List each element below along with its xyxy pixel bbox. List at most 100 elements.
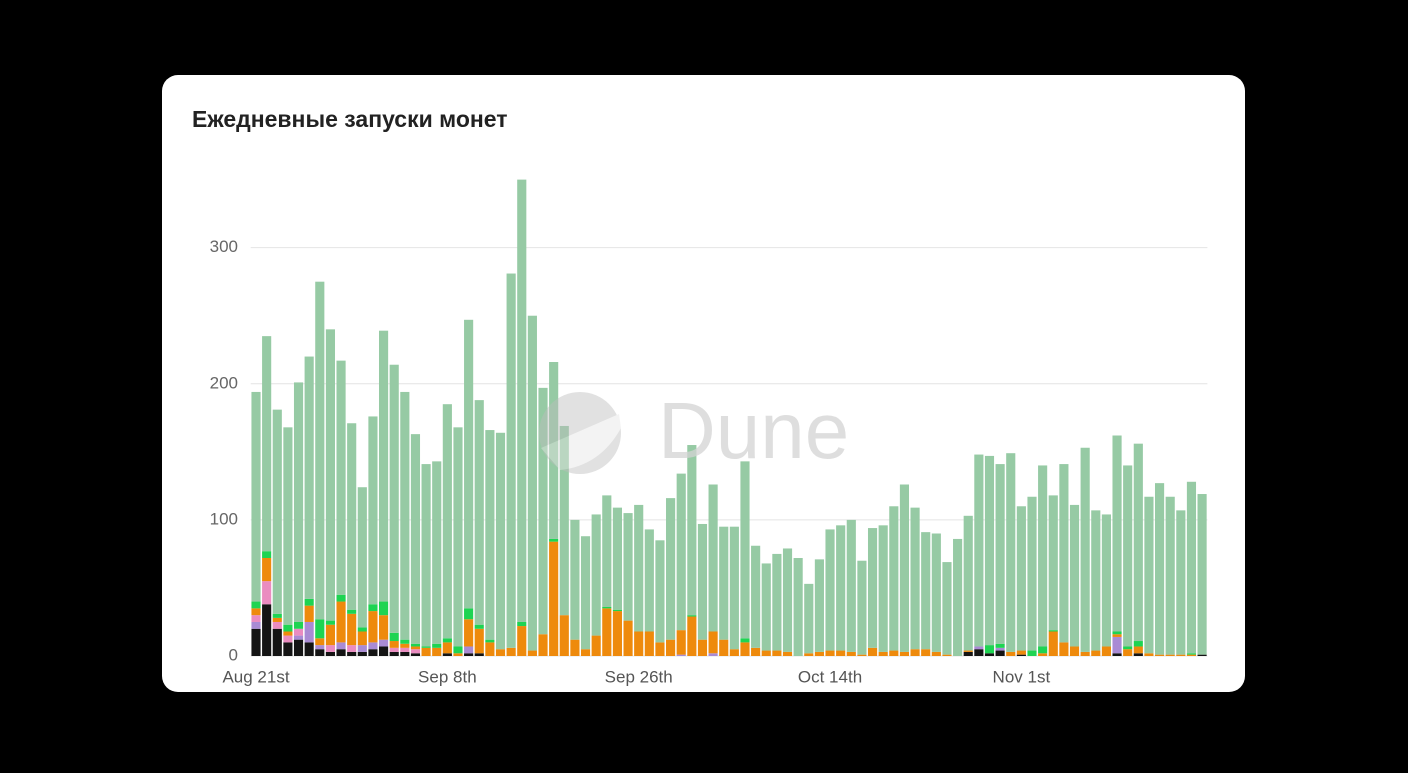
bar-segment <box>400 643 410 648</box>
bar-segment <box>995 643 1005 648</box>
bar-segment <box>368 642 378 650</box>
bar-segment <box>910 507 920 650</box>
bar-segment <box>836 650 846 656</box>
bar-segment <box>772 650 782 656</box>
bar-segment <box>825 529 835 651</box>
bar-segment <box>304 356 314 599</box>
bar-segment <box>867 528 878 648</box>
bar-segment <box>1101 514 1111 647</box>
bar-segment <box>1069 504 1080 647</box>
bar-segment <box>591 514 601 636</box>
bar-segment <box>782 548 793 652</box>
bar-segment <box>410 643 421 647</box>
bar-segment <box>1123 646 1133 650</box>
bar-segment <box>453 653 463 656</box>
bar-segment <box>485 642 495 656</box>
bar-segment <box>379 615 389 640</box>
bar-segment <box>974 649 984 656</box>
bar-segment <box>931 533 941 652</box>
bar-segment <box>655 540 665 643</box>
bar-segment <box>1101 646 1111 656</box>
bar-segment <box>942 562 952 655</box>
bar-segment <box>1112 636 1122 654</box>
bar-segment <box>1144 653 1154 656</box>
watermark-logo <box>539 392 621 474</box>
bar-segment <box>315 649 325 656</box>
bar-segment <box>836 525 846 651</box>
bar-segment <box>325 645 335 652</box>
x-tick-label: Oct 14th <box>798 667 862 686</box>
bar-segment <box>889 650 899 656</box>
y-tick-label: 200 <box>210 373 238 392</box>
bar-segment <box>1197 654 1207 656</box>
bar-segment <box>272 613 282 618</box>
bar-segment <box>1027 650 1037 656</box>
bar-segment <box>432 647 442 656</box>
bar-segment <box>421 646 431 648</box>
bar-segment <box>1123 649 1133 656</box>
bar-segment <box>580 649 591 656</box>
bar-segment <box>315 281 325 620</box>
bar-segment <box>580 536 591 650</box>
bar-segment <box>666 639 676 656</box>
bar-segment <box>825 650 835 656</box>
bar-segment <box>517 626 527 656</box>
bar-segment <box>697 639 708 656</box>
bar-segment <box>432 643 442 648</box>
x-tick-label: Sep 26th <box>605 667 673 686</box>
bar-segment <box>1006 651 1016 656</box>
bar-segment <box>899 484 910 652</box>
bar-segment <box>719 526 729 640</box>
bar-segment <box>623 513 633 621</box>
bar-segment <box>1091 650 1101 656</box>
bar-segment <box>389 364 399 633</box>
bar-segment <box>772 553 782 651</box>
bar-segment <box>527 650 537 656</box>
bar-segment <box>1133 646 1143 654</box>
bar-segment <box>272 621 282 629</box>
bar-segment <box>357 651 367 656</box>
bar-segment <box>1186 481 1197 654</box>
bar-segment <box>506 647 516 656</box>
bar-segment <box>1038 653 1048 656</box>
bar-segment <box>442 642 452 654</box>
bar-segment <box>602 608 612 656</box>
bar-segment <box>464 646 474 654</box>
bar-segment <box>804 583 814 654</box>
bar-segment <box>751 545 761 648</box>
bar-segment <box>804 653 814 656</box>
bar-segment <box>1133 653 1143 656</box>
bar-segment <box>538 634 548 656</box>
bar-segment <box>410 653 421 656</box>
bar-segment <box>336 360 346 595</box>
bar-segment <box>963 515 973 651</box>
bar-segment <box>602 607 612 609</box>
bar-segment <box>559 425 569 616</box>
bar-segment <box>1048 495 1058 631</box>
x-tick-label: Nov 1st <box>993 667 1051 686</box>
bar-segment <box>676 654 686 656</box>
bar-segment <box>304 642 314 656</box>
bar-segment <box>293 635 304 640</box>
bar-segment <box>889 506 899 651</box>
bar-segment <box>1112 653 1122 656</box>
bar-segment <box>644 529 654 632</box>
bar-segment <box>751 647 761 656</box>
bar-segment <box>379 601 389 616</box>
bar-segment <box>910 649 920 656</box>
bar-segment <box>347 613 357 646</box>
bar-segment <box>410 649 421 654</box>
bar-segment <box>1123 465 1133 647</box>
bar-segment <box>272 409 282 614</box>
bar-segment <box>729 649 739 656</box>
bar-segment <box>262 336 272 552</box>
bar-segment <box>251 601 261 609</box>
bar-segment <box>666 498 676 640</box>
bar-segment <box>262 604 272 656</box>
bar-segment <box>421 647 431 656</box>
y-tick-label: 100 <box>210 509 238 528</box>
bar-segment <box>251 608 261 616</box>
bar-segment <box>761 650 771 656</box>
bar-segment <box>570 639 580 656</box>
